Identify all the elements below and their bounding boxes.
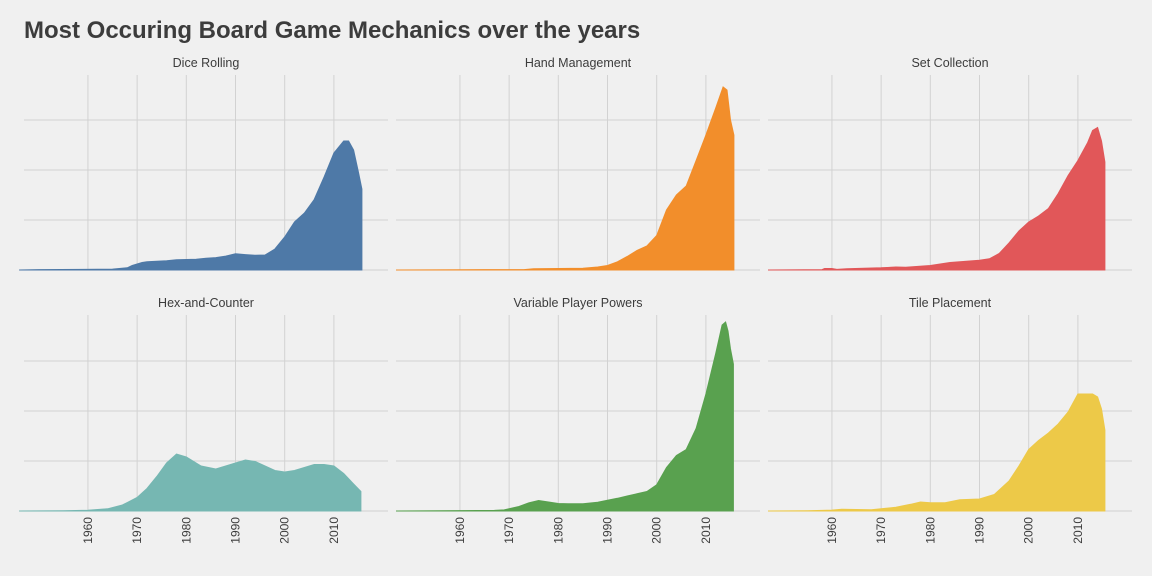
x-tick-label: 2010 [1071, 517, 1085, 544]
facet-label: Hex-and-Counter [158, 296, 254, 310]
chart-title: Most Occuring Board Game Mechanics over … [24, 17, 640, 44]
x-tick-label: 1990 [229, 517, 243, 544]
x-tick-label: 2000 [1022, 517, 1036, 544]
x-tick-label: 1980 [923, 517, 937, 544]
facet-label: Tile Placement [909, 296, 992, 310]
facet-panel: Tile Placement 1960 1970 1980 1990 2000 2010 [767, 296, 1132, 544]
facet-panel: Hex-and-Counter 1960 1970 1980 1990 2000 2010 [19, 296, 388, 544]
facet-label: Dice Rolling [173, 56, 240, 70]
facet-panel: Dice Rolling [19, 56, 388, 271]
x-tick-label: 1990 [973, 517, 987, 544]
x-tick-label: 2000 [650, 517, 664, 544]
facet-panel: Set Collection [767, 56, 1132, 271]
facet-panel: Variable Player Powers 1960 1970 1980 1990 20… [395, 296, 760, 544]
density-area [767, 393, 1106, 512]
facet-label: Hand Management [525, 56, 632, 70]
x-tick-label: 2010 [699, 517, 713, 544]
density-area [395, 321, 734, 512]
facet-panel: Hand Management [395, 56, 760, 271]
x-tick-label: 1960 [81, 517, 95, 544]
density-area [19, 140, 363, 271]
x-tick-label: 1980 [179, 517, 193, 544]
density-area [395, 86, 735, 271]
x-tick-label: 1970 [874, 517, 888, 544]
x-tick-label: 1960 [825, 517, 839, 544]
x-tick-label: 1980 [551, 517, 565, 544]
x-tick-label: 1970 [502, 517, 516, 544]
x-tick-label: 1960 [453, 517, 467, 544]
x-tick-label: 1970 [130, 517, 144, 544]
x-tick-label: 2010 [327, 517, 341, 544]
density-area [767, 126, 1106, 271]
facet-panels: Dice Rolling Hand Management Set Collectio… [19, 56, 1132, 544]
density-area [19, 453, 362, 512]
facet-label: Variable Player Powers [514, 296, 643, 310]
facet-label: Set Collection [911, 56, 988, 70]
x-tick-label: 1990 [601, 517, 615, 544]
x-tick-label: 2000 [278, 517, 292, 544]
